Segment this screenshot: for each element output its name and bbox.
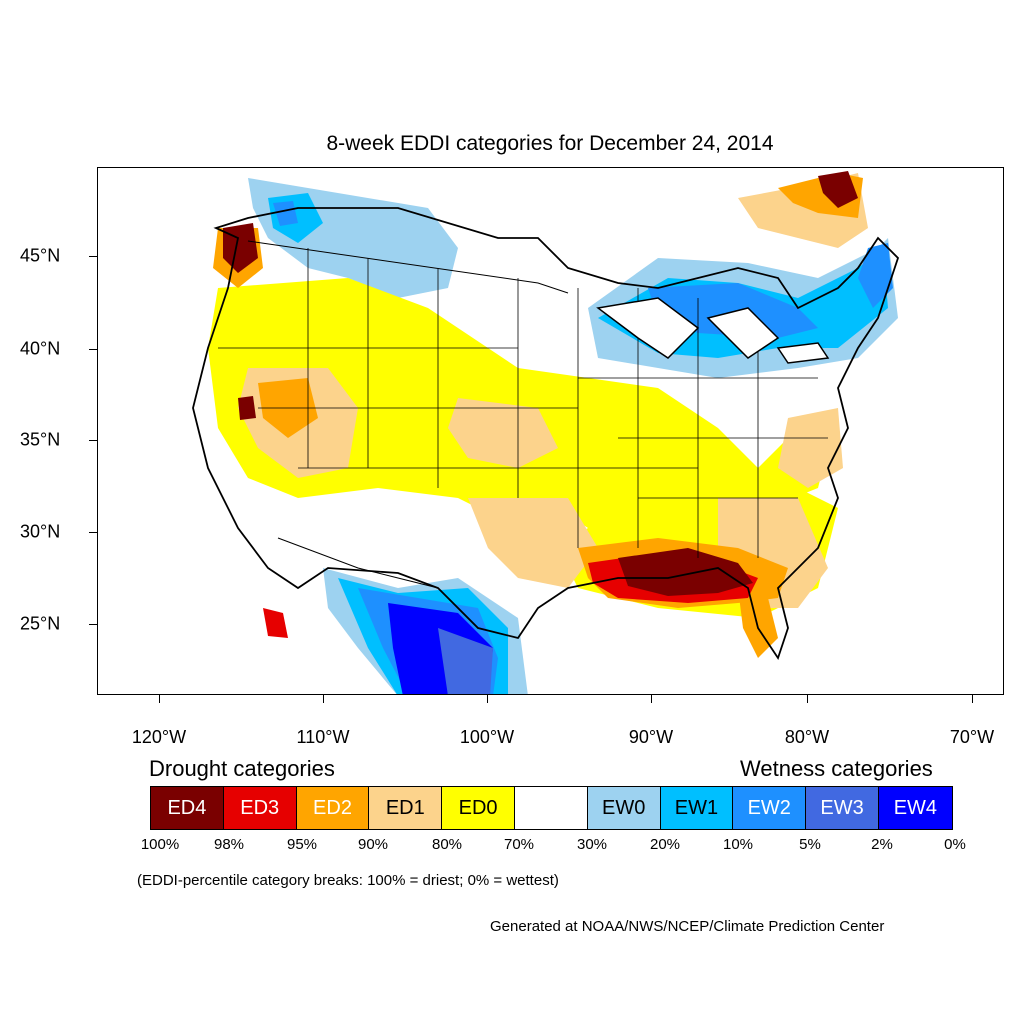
legend-break: 95% [286,836,318,853]
region-ed2-florida [738,588,778,658]
lat-tick [89,532,97,533]
legend-box-ed2: ED2 [296,787,370,829]
wetness-categories-title: Wetness categories [740,756,933,781]
legend-box-ed0: ED0 [442,787,515,829]
lat-label: 30°N [20,521,61,542]
lat-tick [89,349,97,350]
lon-tick [323,695,324,703]
lon-label: 90°W [628,727,674,747]
mexico-border [277,537,479,629]
legend-label: EW0 [602,796,646,819]
legend-label: EW2 [747,796,791,819]
map-title: 8-week EDDI categories for December 24, … [326,132,774,155]
lon-label: 70°W [949,727,995,747]
legend-break: 90% [357,836,389,853]
region-ed1-texas [468,498,598,588]
legend-break: 20% [649,836,681,853]
lon-label: 100°W [459,727,515,747]
lon-tick [159,695,160,703]
legend-label: EW3 [820,796,864,819]
legend-break: 30% [576,836,608,853]
region-ed4-northeast [818,171,858,208]
lat-label: 25°N [20,613,61,634]
region-ew3-mexico [438,628,493,694]
legend-break: 0% [944,836,966,853]
region-ed3-baja [263,608,288,638]
lat-label: 35°N [20,429,61,450]
lon-tick [972,695,973,703]
legend-box-normal [514,787,588,829]
legend-break: 2% [871,836,893,853]
legend-box-ew4: EW4 [878,787,952,829]
category-breaks-note: (EDDI-percentile category breaks: 100% =… [137,872,559,889]
lat-tick [89,624,97,625]
legend-break: 70% [503,836,535,853]
lat-label: 40°N [20,338,61,359]
legend-label: ED4 [167,796,207,819]
legend-break: 98% [213,836,245,853]
legend-break: 5% [799,836,821,853]
legend-label: ED3 [240,796,280,819]
legend-box-ed3: ED3 [223,787,297,829]
legend-break: 10% [722,836,754,853]
legend-break: 100% [140,836,180,853]
legend-box-ew3: EW3 [806,787,879,829]
lon-label: 120°W [131,727,187,747]
lon-tick [487,695,488,703]
legend-box-ed1: ED1 [369,787,443,829]
state-lines [218,248,828,558]
legend-box-ew0: EW0 [587,787,661,829]
lon-tick [651,695,652,703]
legend-box-ew2: EW2 [733,787,807,829]
lon-label: 80°W [784,727,830,747]
legend-box-ew1: EW1 [660,787,734,829]
us-outline [192,207,900,661]
legend-label: EW4 [893,796,938,819]
category-legend: ED4 ED3 ED2 ED1 ED0 EW0 EW1 EW2 EW3 EW4 [150,786,953,830]
region-ed1-carolina [778,408,843,488]
lat-tick [89,440,97,441]
region-ew2-maine [858,243,893,308]
canada-border [247,240,569,294]
map-area [97,167,1004,695]
lat-label: 45°N [20,245,61,266]
drought-categories-title: Drought categories [149,756,335,781]
legend-label: ED0 [458,796,498,819]
lon-tick [807,695,808,703]
legend-label: EW1 [674,796,719,819]
legend-break: 80% [431,836,463,853]
region-ew2-northwest [273,201,298,226]
region-ed4-nevada [238,396,256,420]
lon-label: 110°W [296,727,350,747]
lat-tick [89,256,97,257]
legend-label: ED1 [385,796,425,819]
great-lakes [596,297,830,364]
region-ed1-kansas [448,398,558,468]
legend-label: ED2 [313,796,352,819]
region-ed4-gulf [618,548,753,596]
legend-box-ed4: ED4 [151,787,224,829]
credit-text: Generated at NOAA/NWS/NCEP/Climate Predi… [490,918,885,935]
